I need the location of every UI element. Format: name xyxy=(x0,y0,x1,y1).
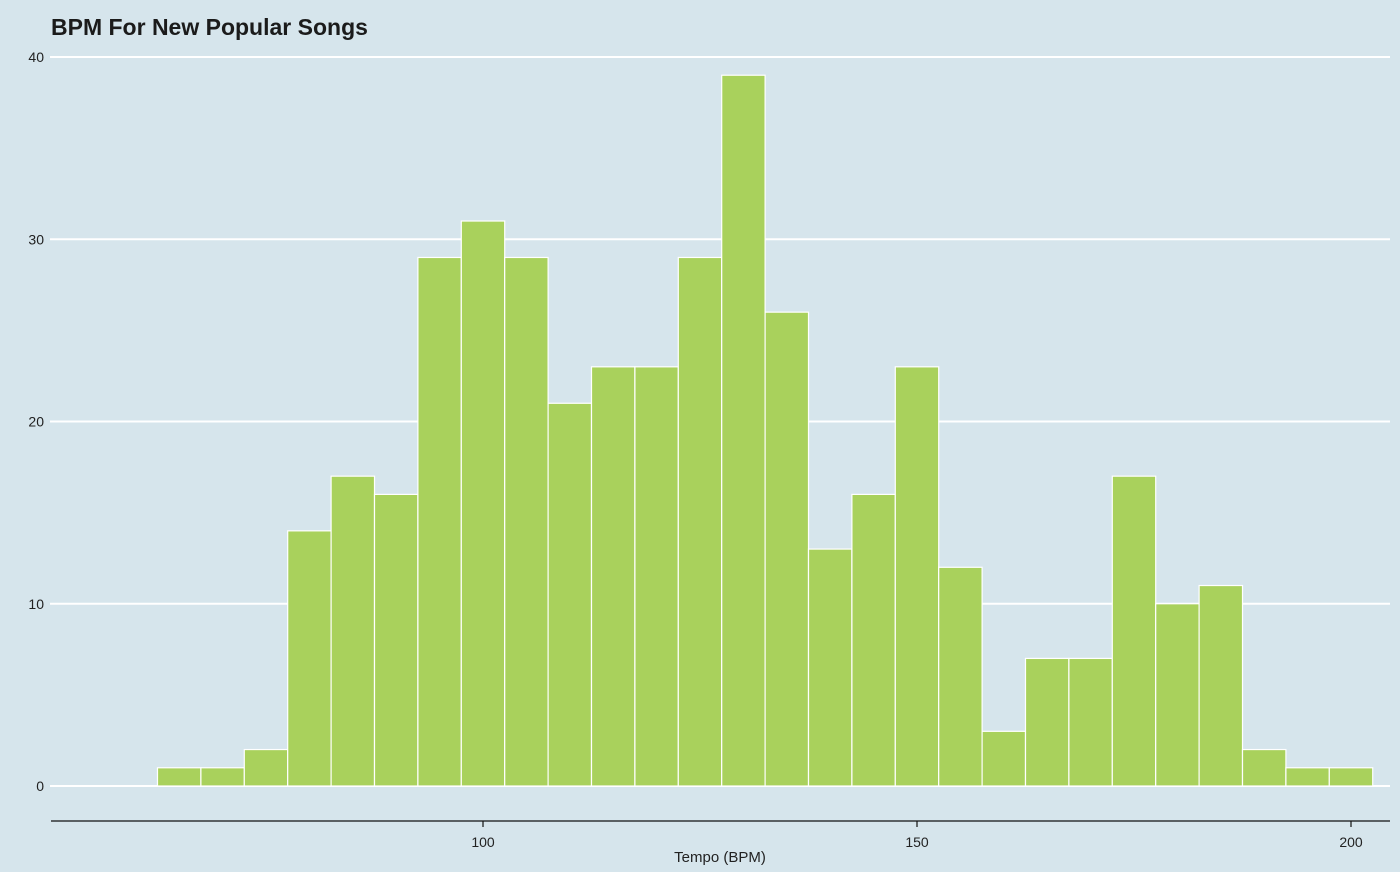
histogram-bar-10 xyxy=(547,402,593,787)
histogram-bar-19 xyxy=(938,566,983,787)
histogram-bar-25 xyxy=(1198,584,1244,787)
x-tick-label-100: 100 xyxy=(471,834,495,850)
histogram-bar-8 xyxy=(460,220,506,787)
x-tick-label-200: 200 xyxy=(1339,834,1363,850)
histogram-bar-21 xyxy=(1024,657,1070,787)
histogram-bar-18 xyxy=(894,366,940,787)
histogram-bar-20 xyxy=(981,730,1027,787)
x-tick-label-150: 150 xyxy=(905,834,929,850)
histogram-bar-28 xyxy=(1328,767,1374,787)
histogram-bar-13 xyxy=(677,256,723,787)
histogram-bar-6 xyxy=(373,493,419,787)
chart-title: BPM For New Popular Songs xyxy=(51,14,368,40)
histogram-bar-2 xyxy=(200,767,245,787)
y-tick-label-20: 20 xyxy=(28,414,44,430)
histogram-bar-3 xyxy=(243,748,289,787)
histogram-bar-26 xyxy=(1241,748,1287,787)
y-tick-label-40: 40 xyxy=(28,49,44,65)
histogram-bar-4 xyxy=(287,530,332,787)
histogram-bar-15 xyxy=(764,311,810,787)
histogram-bar-7 xyxy=(417,256,462,787)
histogram-bar-1 xyxy=(156,767,202,787)
histogram-bar-23 xyxy=(1111,475,1157,787)
histogram-bar-14 xyxy=(721,74,766,787)
histogram-bar-27 xyxy=(1285,767,1330,787)
y-tick-label-30: 30 xyxy=(28,231,44,247)
y-tick-label-10: 10 xyxy=(28,596,44,612)
histogram-bar-22 xyxy=(1068,657,1113,787)
histogram-bar-11 xyxy=(590,366,636,787)
histogram-bar-5 xyxy=(330,475,376,787)
y-tick-label-0: 0 xyxy=(36,778,44,794)
x-axis-title: Tempo (BPM) xyxy=(674,849,766,866)
histogram-bar-12 xyxy=(634,366,679,787)
histogram-bar-24 xyxy=(1155,603,1200,787)
histogram-bar-17 xyxy=(851,493,896,787)
histogram-bar-9 xyxy=(504,256,549,787)
histogram-bar-16 xyxy=(807,548,853,787)
